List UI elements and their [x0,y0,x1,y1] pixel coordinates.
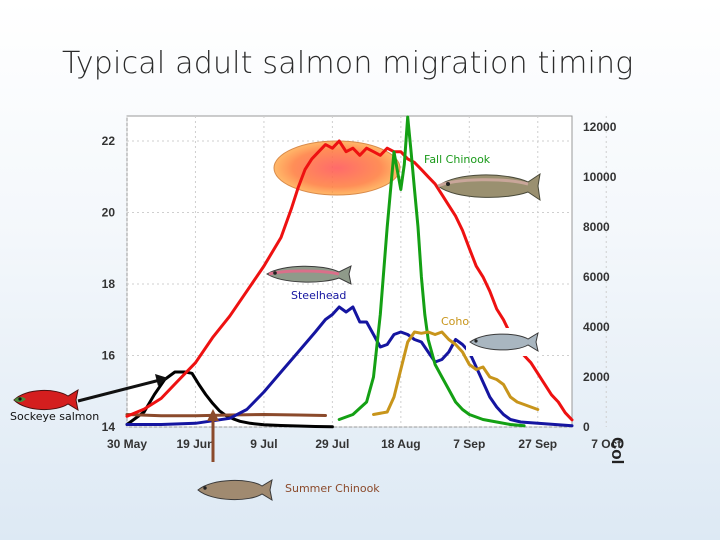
summer-chinook-fish-icon [197,478,273,502]
left-tick-label: 16 [102,349,116,363]
summer-chinook-label: Summer Chinook [285,482,380,495]
left-axis-ticks: 14 16 18 20 22 [102,134,116,434]
right-tick-label: 10000 [583,170,617,184]
coho-fish-icon [466,328,540,356]
summer-chinook-arrow [207,409,219,462]
left-tick-label: 14 [102,420,116,434]
x-axis-ticks: 30 May 19 Jun 9 Jul 29 Jul 18 Aug 7 Sep 27 Sep… [107,437,621,451]
x-tick-label: 27 Sep [518,437,557,451]
left-tick-label: 20 [102,206,116,220]
right-tick-label: 4000 [583,320,610,334]
steelhead-label: Steelhead [291,289,346,302]
x-tick-label: 29 Jul [315,437,349,451]
left-tick-label: 22 [102,134,116,148]
x-tick-label: 7 Oct [591,437,621,451]
series-line-summer-chinook-1 [125,413,327,418]
slide-title: Typical adult salmon migration timing [62,46,634,81]
x-tick-label: 7 Sep [453,437,485,451]
sockeye-label: Sockeye salmon [10,410,99,423]
fall-chinook-label: Fall Chinook [424,153,491,166]
x-tick-label: 19 Jun [176,437,214,451]
left-tick-label: 18 [102,277,116,291]
right-tick-label: 0 [583,420,590,434]
right-axis-ticks: 0 2000 4000 6000 8000 10000 12000 [583,120,617,434]
right-axis-label: Col [608,437,627,464]
sockeye-arrow [77,374,168,403]
sockeye-fish-icon [13,388,79,412]
x-tick-label: 9 Jul [250,437,277,451]
fall-chinook-fish-icon [437,172,541,202]
right-tick-label: 6000 [583,270,610,284]
right-tick-label: 2000 [583,370,610,384]
right-tick-label: 12000 [583,120,617,134]
series-line-coho-5 [372,330,540,416]
coho-label: Coho [441,315,469,328]
temperature-highlight [273,140,401,196]
right-tick-label: 8000 [583,220,610,234]
steelhead-fish-icon [266,265,352,285]
x-tick-label: 30 May [107,437,147,451]
series-line-steelhead-2 [125,305,574,428]
x-tick-label: 18 Aug [381,437,421,451]
series-line-fall-chinook-4 [337,115,526,428]
